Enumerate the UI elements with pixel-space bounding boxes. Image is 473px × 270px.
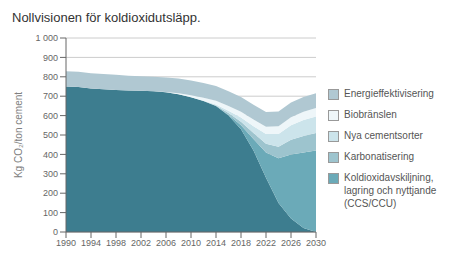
html-text:Koldioxidavskiljning, lagring: Koldioxidavskiljning, lagring och nyttja… — [344, 171, 437, 209]
svg-text:300: 300 — [43, 169, 58, 179]
svg-text:1990: 1990 — [56, 238, 76, 248]
svg-text:100: 100 — [43, 208, 58, 218]
svg-text:2002: 2002 — [131, 238, 151, 248]
html-text:Nya cementsorter: Nya cementsorter — [344, 129, 423, 141]
svg-text:2030: 2030 — [306, 238, 326, 248]
svg-text:2010: 2010 — [181, 238, 201, 248]
html-text:Nollvisionen för koldioxidutsl: Nollvisionen för koldioxidutsläpp. — [12, 10, 201, 25]
svg-text:500: 500 — [43, 130, 58, 140]
svg-text:Kg CO₂/ton cement: Kg CO₂/ton cement — [13, 92, 24, 178]
svg-text:1 000: 1 000 — [35, 33, 58, 43]
svg-text:2014: 2014 — [206, 238, 226, 248]
svg-text:2018: 2018 — [231, 238, 251, 248]
svg-text:400: 400 — [43, 150, 58, 160]
svg-text:600: 600 — [43, 111, 58, 121]
html-text:Energieffektivisering: Energieffektivisering — [344, 87, 434, 99]
svg-text:1994: 1994 — [81, 238, 101, 248]
svg-text:200: 200 — [43, 188, 58, 198]
svg-text:1998: 1998 — [106, 238, 126, 248]
svg-text:900: 900 — [43, 53, 58, 63]
svg-text:2026: 2026 — [281, 238, 301, 248]
svg-text:2006: 2006 — [156, 238, 176, 248]
svg-text:2022: 2022 — [256, 238, 276, 248]
html-text:Karbonatisering: Karbonatisering — [344, 150, 414, 162]
svg-text:800: 800 — [43, 72, 58, 82]
svg-text:700: 700 — [43, 91, 58, 101]
html-text:Biobränslen: Biobränslen — [344, 108, 397, 120]
svg-text:0: 0 — [53, 227, 58, 237]
